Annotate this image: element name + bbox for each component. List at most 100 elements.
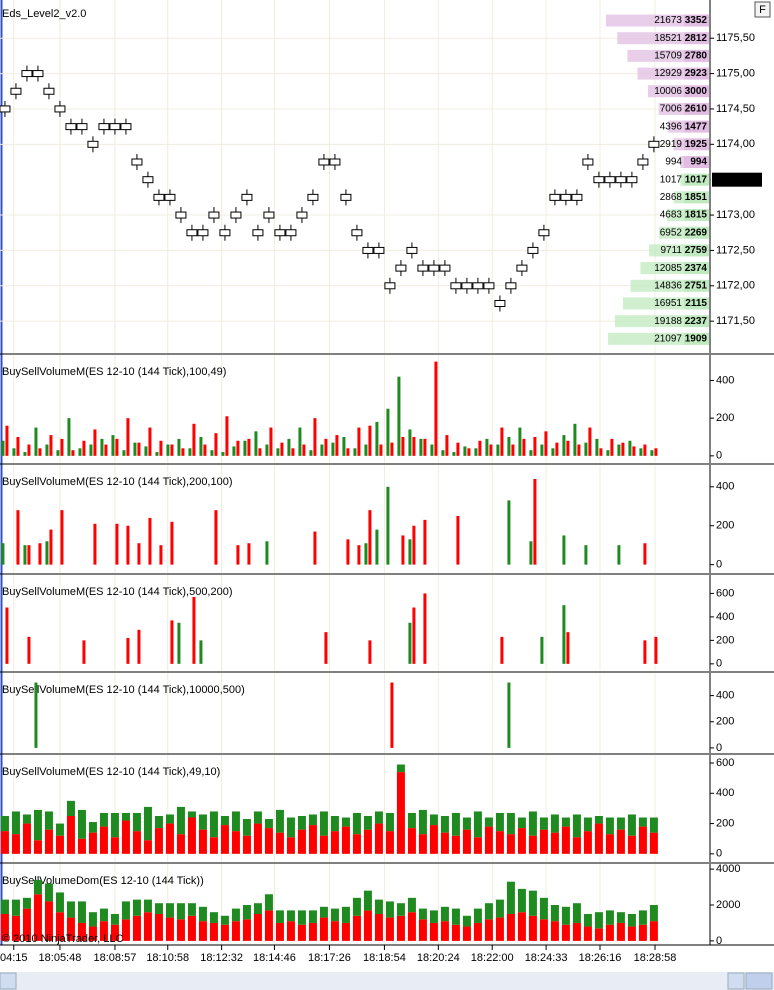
volume-bar <box>550 921 559 941</box>
volume-bar <box>55 912 64 941</box>
volume-bar <box>352 834 361 854</box>
x-tick-label: 18:08:57 <box>94 952 137 964</box>
volume-bar <box>170 620 174 664</box>
button-label[interactable]: F <box>759 4 766 16</box>
volume-bar <box>352 812 361 835</box>
volume-bar <box>583 831 592 854</box>
volume-bar <box>341 922 350 941</box>
volume-bar <box>253 913 262 941</box>
dom-size-cell <box>684 102 709 115</box>
volume-bar <box>99 826 108 854</box>
volume-bar <box>187 903 196 916</box>
volume-bar <box>45 541 49 565</box>
dom-total-label: 1017 <box>660 174 683 185</box>
volume-bar <box>584 442 588 456</box>
volume-bar <box>99 812 108 827</box>
dom-size-cell <box>684 262 709 275</box>
y-tick-label: 200 <box>716 634 734 646</box>
dom-total-bar <box>673 138 684 151</box>
panel: 0 200 400 600 BuySellVolumeM(ES 12-10 (144 T… <box>0 753 774 862</box>
volume-bar <box>423 593 427 664</box>
volume-bar <box>286 921 295 941</box>
volume-bar <box>88 912 97 927</box>
volume-bar <box>550 814 559 833</box>
volume-bar <box>77 809 86 839</box>
volume-bar <box>0 913 9 941</box>
volume-bar <box>522 438 526 456</box>
volume-bar <box>165 917 174 941</box>
volume-bar <box>517 828 526 854</box>
dom-total-bar <box>658 226 684 239</box>
dom-size-label: 2812 <box>685 33 708 44</box>
y-tick-label: 1174,00 <box>716 138 755 150</box>
volume-bar <box>236 440 240 456</box>
dom-size-cell <box>684 67 709 80</box>
volume-bar <box>485 438 489 456</box>
volume-bar <box>363 910 372 941</box>
volume-bar <box>313 531 317 565</box>
volume-bar <box>243 440 247 456</box>
dom-size-label: 3000 <box>685 86 708 97</box>
volume-bar <box>506 913 515 941</box>
volume-bar <box>386 486 390 565</box>
volume-bar <box>154 903 163 914</box>
volume-bar <box>463 446 467 456</box>
dom-total-label: 14836 <box>654 280 682 291</box>
volume-bar <box>198 906 207 922</box>
volume-bar <box>27 444 31 456</box>
volume-bar <box>550 832 559 854</box>
volume-bar <box>605 910 614 925</box>
dom-total-bar <box>630 279 684 292</box>
volume-bar <box>297 815 306 830</box>
volume-bar <box>176 834 185 854</box>
volume-bar <box>627 926 636 941</box>
volume-bar <box>418 834 427 854</box>
volume-bar <box>88 832 97 854</box>
volume-bar <box>374 913 383 941</box>
dom-total-label: 18521 <box>654 33 682 44</box>
volume-bar <box>176 806 185 835</box>
dom-size-cell <box>684 155 709 168</box>
dom-total-bar <box>680 155 684 168</box>
volume-bar <box>33 894 42 941</box>
volume-bar <box>429 814 438 826</box>
volume-bar <box>100 438 104 456</box>
volume-bar <box>346 448 350 456</box>
volume-bar <box>324 632 328 664</box>
scrollbar[interactable] <box>0 972 774 990</box>
panel-title: BuySellVolumeDom(ES 12-10 (144 Tick)) <box>2 875 204 887</box>
volume-bar <box>529 541 533 565</box>
tick-bar <box>461 282 473 290</box>
volume-bar <box>121 812 130 821</box>
volume-bar <box>649 817 658 833</box>
tick-bar <box>10 87 22 95</box>
volume-bar <box>308 922 317 941</box>
volume-bar <box>408 622 412 664</box>
y-tick-label: 0 <box>716 559 722 571</box>
volume-bar <box>188 448 192 456</box>
x-tick-label: 04:15 <box>0 952 28 964</box>
volume-bar <box>577 444 581 456</box>
dom-size-cell <box>684 14 709 27</box>
volume-bar <box>16 436 20 456</box>
volume-bar <box>363 815 372 830</box>
volume-bar <box>451 908 460 925</box>
y-tick-label: 1175,00 <box>716 67 755 79</box>
volume-bar <box>247 438 251 456</box>
volume-bar <box>254 431 258 456</box>
scroll-right[interactable] <box>727 972 745 990</box>
volume-bar <box>423 438 427 456</box>
volume-bar <box>192 596 196 664</box>
tick-bar <box>384 282 396 290</box>
tick-bar <box>263 211 275 219</box>
button[interactable] <box>754 1 771 18</box>
volume-bar <box>654 636 658 664</box>
scroll-thumb[interactable] <box>745 972 773 990</box>
volume-bar <box>627 835 636 854</box>
tick-bar <box>516 264 528 272</box>
volume-bar <box>165 823 174 854</box>
volume-bar <box>566 440 570 456</box>
scroll-left[interactable] <box>0 972 17 990</box>
volume-bar <box>561 826 570 854</box>
volume-bar <box>5 607 9 664</box>
